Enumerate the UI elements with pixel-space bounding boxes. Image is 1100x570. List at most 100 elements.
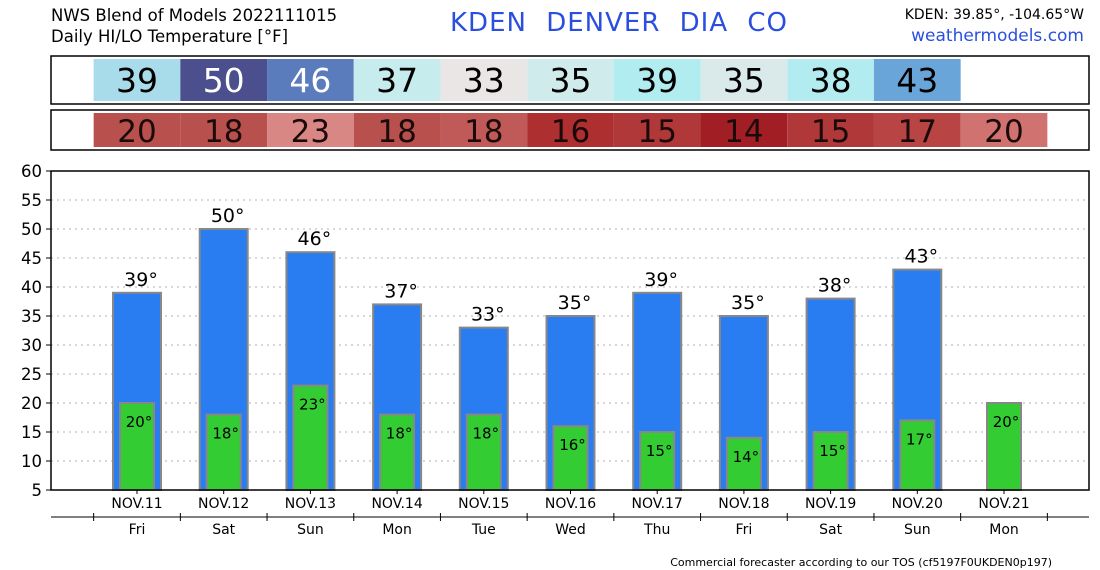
x-weekday-label: Sat <box>819 522 842 538</box>
lo-table-cell <box>267 113 354 147</box>
y-tick-label: 25 <box>21 365 42 384</box>
plot-area: 5 10 15 20 25 30 35 40 45 50 55 60 39° 20° 50° 18° 46° 23… <box>21 162 1090 538</box>
header-left: NWS Blend of Models 2022111015 Daily HI/… <box>51 5 337 47</box>
hi-table-value: 43 <box>896 61 938 100</box>
model-run-title: NWS Blend of Models 2022111015 <box>51 6 338 25</box>
hi-data-label: 39° <box>124 269 158 291</box>
hi-table-cell <box>180 59 268 101</box>
lo-table-cell <box>440 113 528 147</box>
hi-table-cell <box>93 59 181 101</box>
lo-table-value: 15 <box>811 114 850 150</box>
x-weekday-label: Thu <box>643 522 670 538</box>
hi-lo-tables: 39 50 46 37 33 35 39 35 38 43 20 18 23 18 18 16 15 14 15 17… <box>50 55 1090 151</box>
hi-table-cell <box>873 59 961 101</box>
lo-table-cell <box>93 113 181 147</box>
y-tick-label: 45 <box>21 249 42 268</box>
hi-data-label: 35° <box>558 292 592 314</box>
hi-data-label: 39° <box>644 269 678 291</box>
y-tick-label: 35 <box>21 307 42 326</box>
lo-bar <box>812 431 849 491</box>
x-weekday-label: Wed <box>555 522 586 538</box>
lo-bar <box>639 431 676 491</box>
hi-table-value: 33 <box>463 61 505 100</box>
hi-table-cell <box>613 59 701 101</box>
y-tick-label: 30 <box>21 336 42 355</box>
hi-data-label: 33° <box>471 304 505 326</box>
lo-bar <box>899 419 936 491</box>
x-date-label: NOV.18 <box>718 496 769 512</box>
x-date-label: NOV.16 <box>545 496 596 512</box>
x-weekday-label: Sat <box>212 522 235 538</box>
hi-table-cell <box>787 59 874 101</box>
y-tick-label: 60 <box>21 162 42 181</box>
lo-data-label: 18° <box>473 425 500 443</box>
lo-table-value: 15 <box>637 114 676 150</box>
x-date-label: NOV.21 <box>978 496 1029 512</box>
chart-subtitle: Daily HI/LO Temperature [°F] <box>51 27 289 46</box>
lo-data-label: 18° <box>212 425 239 443</box>
header-right: KDEN: 39.85°, -104.65°W weathermodels.co… <box>905 5 1084 47</box>
lo-bar <box>205 413 242 492</box>
lo-data-label: 15° <box>819 442 846 460</box>
x-weekday-label: Fri <box>736 522 753 538</box>
lo-data-label: 18° <box>386 425 413 443</box>
lo-table-cell <box>353 113 441 147</box>
hi-table-value: 37 <box>376 61 418 100</box>
station-coordinates: KDEN: 39.85°, -104.65°W <box>904 7 1084 23</box>
y-tick-label: 5 <box>32 481 43 500</box>
x-date-label: NOV.19 <box>805 496 856 512</box>
lo-table-cell <box>527 113 614 147</box>
y-tick-label: 40 <box>21 278 42 297</box>
lo-bar <box>465 413 502 492</box>
hi-data-label: 46° <box>298 228 332 250</box>
hi-table-cell <box>353 59 441 101</box>
x-weekday-label: Mon <box>989 522 1019 538</box>
hi-table-value: 46 <box>289 61 331 100</box>
hi-data-label: 37° <box>384 280 418 302</box>
lo-table-value: 18 <box>464 114 503 150</box>
lo-table-value: 18 <box>377 114 416 150</box>
hi-table-value: 50 <box>203 61 245 100</box>
x-weekday-label: Sun <box>297 522 324 538</box>
lo-table-value: 14 <box>724 114 763 150</box>
hi-table-value: 38 <box>810 61 852 100</box>
lo-table-cell <box>180 113 268 147</box>
hi-table-value: 39 <box>636 61 678 100</box>
hi-data-label: 35° <box>731 292 765 314</box>
lo-table-cell <box>787 113 874 147</box>
hi-table-value: 35 <box>550 61 592 100</box>
y-tick-label: 20 <box>21 394 42 413</box>
hi-table-value: 39 <box>116 61 158 100</box>
y-tick-label: 55 <box>21 191 42 210</box>
website-link[interactable]: weathermodels.com <box>911 26 1084 46</box>
y-tick-label: 10 <box>21 452 42 471</box>
hi-table-cell <box>440 59 528 101</box>
x-date-label: NOV.12 <box>198 496 249 512</box>
hi-data-label: 38° <box>818 275 852 297</box>
lo-data-label: 14° <box>733 448 760 466</box>
hi-table-value: 35 <box>723 61 765 100</box>
lo-data-label: 20° <box>126 413 153 431</box>
lo-table-value: 18 <box>204 114 243 150</box>
station-title: KDEN DENVER DIA CO <box>450 8 789 38</box>
lo-data-label: 23° <box>299 396 326 414</box>
lo-table-cell <box>873 113 961 147</box>
hi-table-cell <box>700 59 788 101</box>
y-tick-label: 15 <box>21 423 42 442</box>
x-weekday-label: Fri <box>129 522 146 538</box>
x-date-label: NOV.11 <box>111 496 162 512</box>
lo-bar <box>379 413 416 492</box>
lo-table-value: 20 <box>984 114 1023 150</box>
x-weekday-label: Tue <box>471 522 496 538</box>
hi-table-cell <box>527 59 614 101</box>
y-tick-label: 50 <box>21 220 42 239</box>
hi-data-label: 43° <box>904 246 938 268</box>
x-date-label: NOV.20 <box>892 496 943 512</box>
x-date-label: NOV.17 <box>632 496 683 512</box>
lo-bar <box>986 402 1022 491</box>
lo-table-cell <box>613 113 701 147</box>
x-weekday-label: Mon <box>382 522 412 538</box>
lo-table-value: 17 <box>898 114 937 150</box>
lo-data-label: 20° <box>993 413 1020 431</box>
